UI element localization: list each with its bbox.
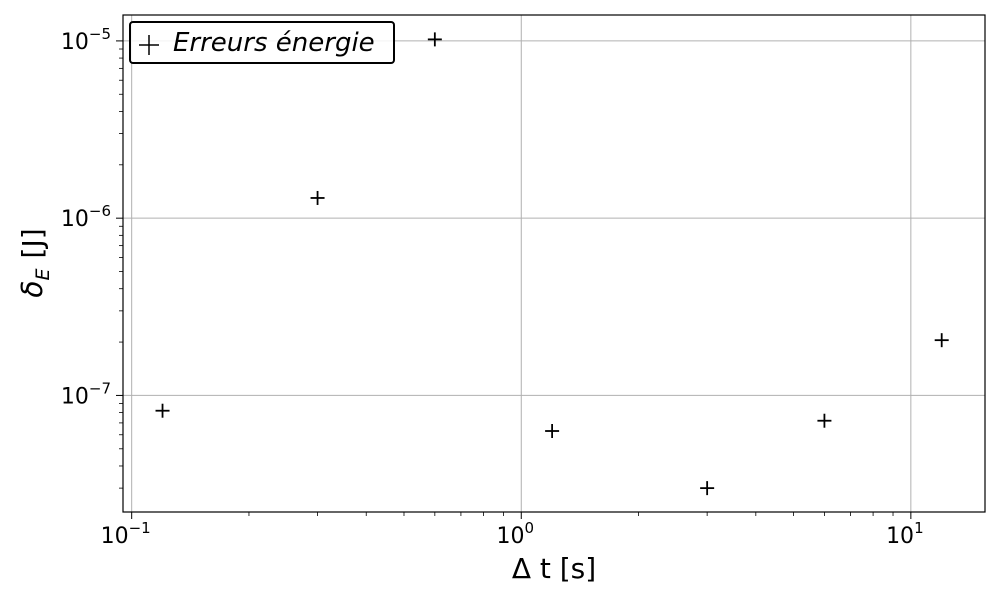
y-tick-label-base: 10 — [61, 384, 89, 409]
y-tick-labels: 10−710−610−5 — [61, 25, 111, 410]
y-axis-label-subscript: E — [32, 268, 54, 280]
data-point-marker — [545, 424, 560, 439]
y-tick-label: 10−7 — [61, 379, 111, 409]
legend: Erreurs énergie — [129, 21, 395, 64]
y-axis-label: δE [J] — [16, 228, 54, 297]
y-tick-label-exponent: −6 — [89, 202, 111, 220]
legend-box — [129, 21, 395, 64]
y-axis-label-unit: [J] — [16, 228, 49, 258]
x-tick-label-exponent: 0 — [524, 519, 534, 537]
y-tick-label: 10−5 — [61, 25, 111, 55]
y-tick-label-exponent: −5 — [89, 25, 111, 43]
data-point-marker — [310, 190, 325, 205]
x-tick-label: 10−1 — [101, 519, 151, 549]
y-axis-label-symbol: δ — [16, 280, 49, 297]
legend-label: Erreurs énergie — [173, 28, 375, 58]
x-tick-label-base: 10 — [886, 524, 914, 549]
data-point-marker — [817, 413, 832, 428]
x-tick-label: 101 — [886, 519, 924, 549]
x-tick-labels: 10−1 100 101 — [101, 519, 924, 549]
y-tick-label: 10−6 — [61, 202, 111, 232]
x-tick-label-base: 10 — [101, 524, 129, 549]
major-ticks — [116, 40, 912, 519]
y-tick-label-base: 10 — [61, 207, 89, 232]
minor-ticks — [119, 48, 894, 516]
legend-marker-icon — [139, 35, 159, 55]
x-tick-label-exponent: −1 — [129, 519, 151, 537]
x-axis-label: Δ t [s] — [512, 552, 596, 585]
plot-frame — [122, 14, 986, 513]
data-point-marker — [700, 481, 715, 496]
data-point-marker — [155, 403, 170, 418]
x-tick-label: 100 — [496, 519, 534, 549]
x-tick-label-base: 10 — [496, 524, 524, 549]
data-point-marker — [934, 333, 949, 348]
x-tick-label-exponent: 1 — [914, 519, 924, 537]
data-points — [155, 32, 949, 496]
y-tick-label-base: 10 — [61, 30, 89, 55]
y-tick-label-exponent: −7 — [89, 379, 111, 397]
plot-background — [123, 15, 985, 512]
data-point-marker — [427, 32, 442, 47]
